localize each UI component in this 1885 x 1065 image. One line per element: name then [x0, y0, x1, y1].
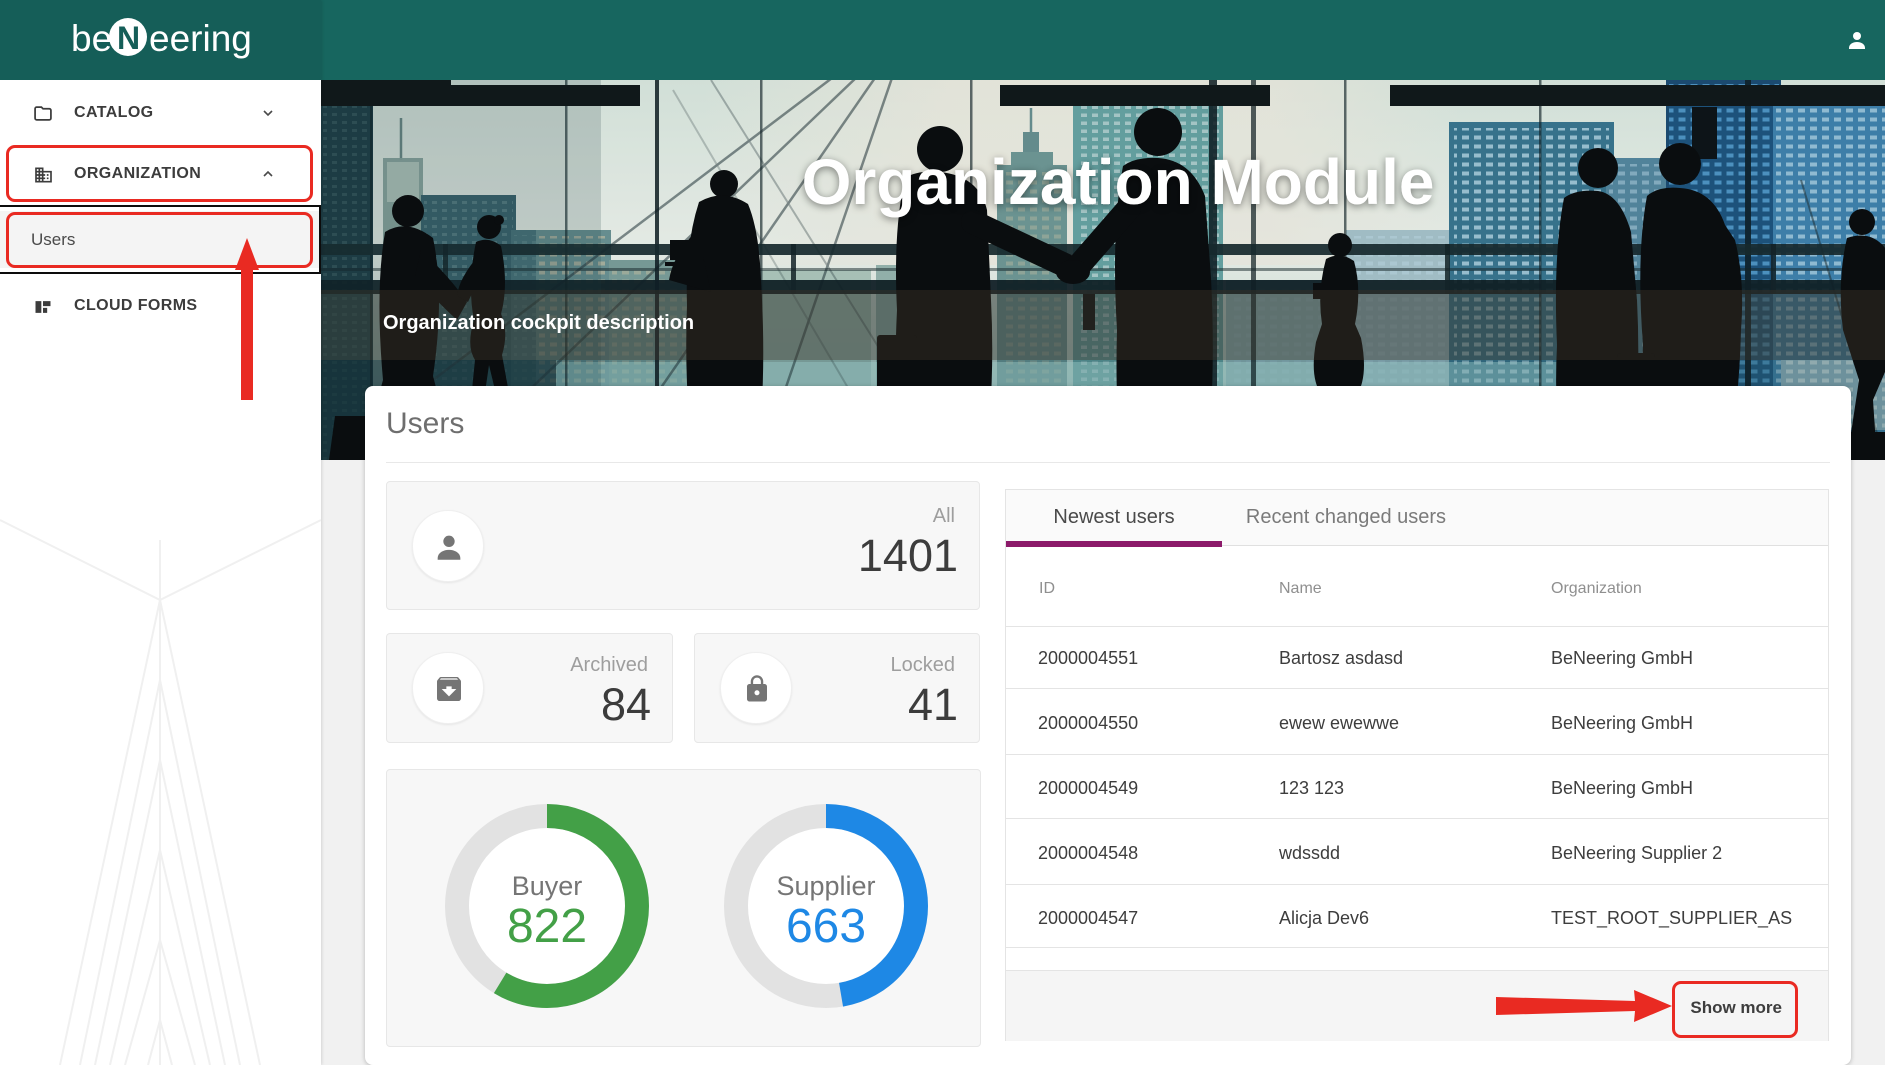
svg-text:be: be: [71, 18, 112, 59]
svg-text:eering: eering: [149, 18, 252, 59]
svg-text:N: N: [117, 20, 140, 56]
